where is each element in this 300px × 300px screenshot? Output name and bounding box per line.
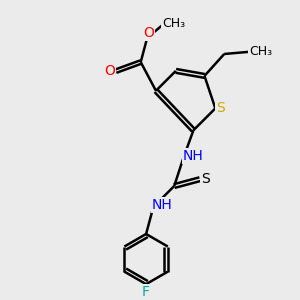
Text: CH₃: CH₃ [250, 45, 273, 58]
Text: O: O [104, 64, 115, 78]
Text: F: F [142, 285, 150, 299]
Text: S: S [216, 101, 225, 115]
Text: NH: NH [152, 198, 172, 212]
Text: NH: NH [183, 149, 203, 163]
Text: O: O [143, 26, 154, 40]
Text: S: S [201, 172, 210, 186]
Text: CH₃: CH₃ [162, 17, 185, 30]
